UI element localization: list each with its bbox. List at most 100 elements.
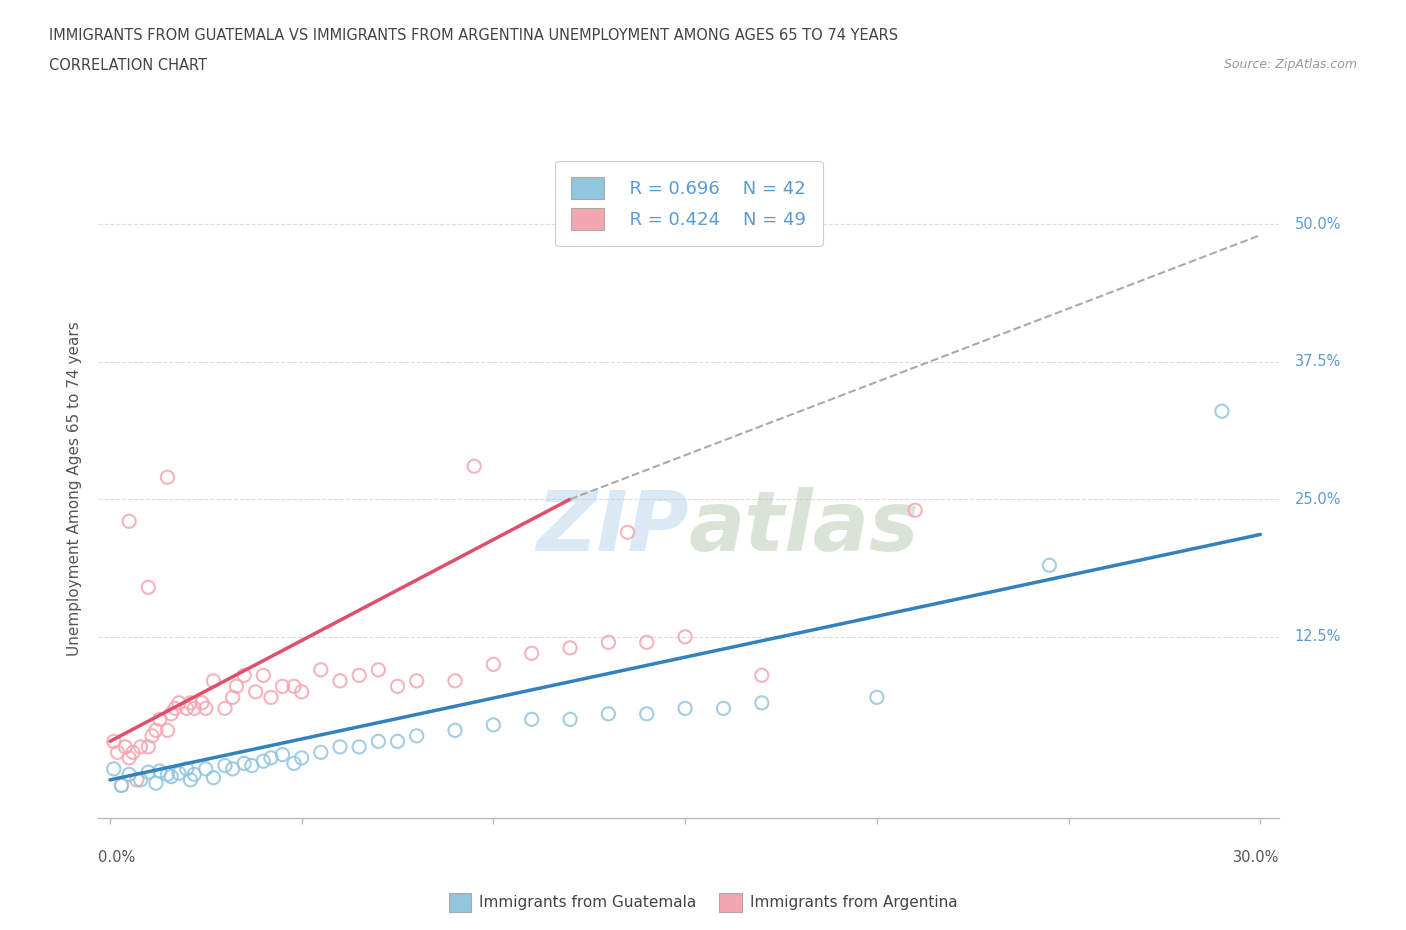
Point <box>444 673 467 688</box>
Point <box>145 723 167 737</box>
Point <box>176 701 198 716</box>
Point <box>291 684 314 699</box>
Point <box>271 679 294 694</box>
Point <box>160 707 183 722</box>
Text: 25.0%: 25.0% <box>1295 492 1341 507</box>
Point <box>558 641 581 656</box>
Text: ZIP: ZIP <box>536 487 689 568</box>
Point <box>283 756 305 771</box>
Point <box>145 776 167 790</box>
Point <box>110 777 132 792</box>
Point <box>122 745 145 760</box>
Point <box>598 635 620 650</box>
Point <box>271 747 294 762</box>
Point <box>107 745 129 760</box>
Point <box>165 701 187 716</box>
Legend:   R = 0.696    N = 42,   R = 0.424    N = 49: R = 0.696 N = 42, R = 0.424 N = 49 <box>555 161 823 246</box>
Point <box>329 673 352 688</box>
Point <box>149 712 172 727</box>
Point <box>367 662 389 677</box>
Point <box>260 751 283 765</box>
Point <box>482 657 505 671</box>
Text: 0.0%: 0.0% <box>98 850 135 865</box>
Point <box>1038 558 1060 573</box>
Point <box>520 646 543 661</box>
Text: atlas: atlas <box>689 487 920 568</box>
Point <box>245 684 267 699</box>
Point <box>367 734 389 749</box>
Point <box>283 679 305 694</box>
Point <box>904 503 927 518</box>
Point <box>179 773 201 788</box>
Text: 12.5%: 12.5% <box>1295 630 1341 644</box>
Point <box>520 712 543 727</box>
Point <box>252 753 274 768</box>
Point <box>183 767 205 782</box>
Point <box>240 758 263 773</box>
Point <box>405 728 427 743</box>
Point <box>387 679 409 694</box>
Point <box>751 668 773 683</box>
Legend: Immigrants from Guatemala, Immigrants from Argentina: Immigrants from Guatemala, Immigrants fr… <box>443 887 963 918</box>
Point <box>136 764 159 779</box>
Point <box>129 739 152 754</box>
Point <box>136 580 159 595</box>
Point <box>405 673 427 688</box>
Point <box>156 767 179 782</box>
Point <box>482 717 505 732</box>
Point <box>444 723 467 737</box>
Point <box>636 635 658 650</box>
Point <box>713 701 735 716</box>
Point <box>673 701 696 716</box>
Point <box>118 767 141 782</box>
Point <box>636 707 658 722</box>
Point <box>167 696 190 711</box>
Point <box>598 707 620 722</box>
Point <box>167 765 190 780</box>
Point <box>141 728 163 743</box>
Point <box>160 769 183 784</box>
Point <box>309 745 332 760</box>
Point <box>1211 404 1233 418</box>
Point <box>214 701 236 716</box>
Point <box>179 696 201 711</box>
Text: 50.0%: 50.0% <box>1295 217 1341 232</box>
Point <box>129 773 152 788</box>
Text: 30.0%: 30.0% <box>1233 850 1279 865</box>
Point <box>176 762 198 777</box>
Point <box>136 739 159 754</box>
Point <box>118 513 141 528</box>
Point <box>291 751 314 765</box>
Point <box>183 701 205 716</box>
Point <box>616 525 638 539</box>
Point <box>751 696 773 711</box>
Point <box>125 773 148 788</box>
Point <box>463 458 485 473</box>
Point <box>387 734 409 749</box>
Point <box>156 470 179 485</box>
Text: Source: ZipAtlas.com: Source: ZipAtlas.com <box>1223 58 1357 71</box>
Point <box>252 668 274 683</box>
Point <box>194 701 217 716</box>
Point <box>347 739 370 754</box>
Point <box>329 739 352 754</box>
Point <box>103 762 125 777</box>
Point <box>194 762 217 777</box>
Point <box>156 723 179 737</box>
Point <box>866 690 889 705</box>
Point <box>347 668 370 683</box>
Point <box>103 734 125 749</box>
Point <box>149 764 172 778</box>
Point <box>114 739 136 754</box>
Point <box>309 662 332 677</box>
Y-axis label: Unemployment Among Ages 65 to 74 years: Unemployment Among Ages 65 to 74 years <box>67 321 83 656</box>
Point <box>221 762 243 777</box>
Point <box>673 630 696 644</box>
Point <box>214 758 236 773</box>
Point <box>260 690 283 705</box>
Point <box>221 690 243 705</box>
Point <box>225 679 247 694</box>
Point <box>558 712 581 727</box>
Point <box>233 756 256 771</box>
Point <box>202 673 225 688</box>
